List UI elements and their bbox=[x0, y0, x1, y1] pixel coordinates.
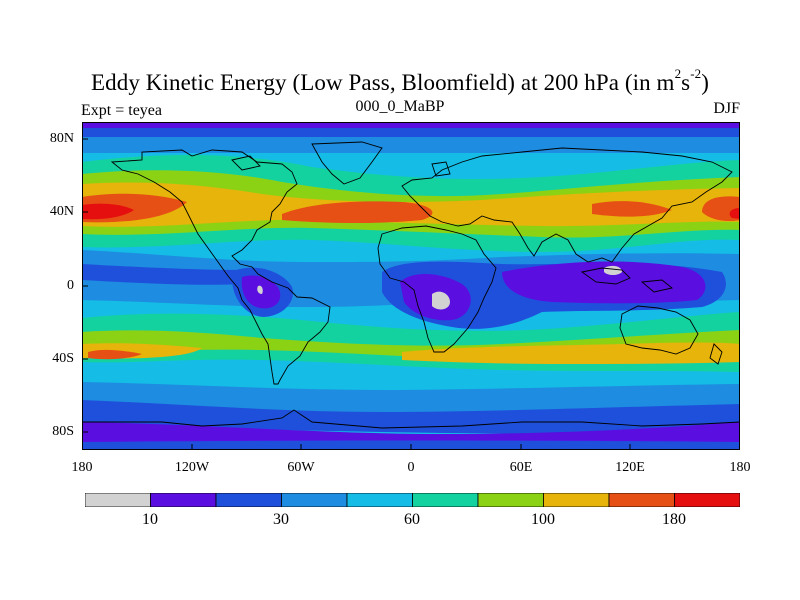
season-label: DJF bbox=[713, 100, 740, 117]
field-npole-purple bbox=[82, 122, 740, 130]
field-sh-yellow-east bbox=[402, 342, 740, 364]
time-label: 000_0_MaBP bbox=[355, 98, 445, 115]
map-panel bbox=[82, 122, 740, 450]
field-sh-polar-blue bbox=[82, 400, 740, 434]
colorbar-label-10: 10 bbox=[142, 511, 158, 528]
ytick-0: 0 bbox=[67, 278, 74, 293]
colorbar-swatch-0 bbox=[85, 493, 151, 507]
coast-africa bbox=[377, 225, 497, 353]
title-text: Eddy Kinetic Energy (Low Pass, Bloomfiel… bbox=[90, 70, 675, 95]
coast-scandinavia bbox=[431, 161, 451, 177]
field-npac-jet-core-east bbox=[729, 208, 740, 219]
colorbar-swatch-8 bbox=[608, 493, 675, 507]
colorbar-swatch-4 bbox=[346, 493, 413, 507]
title-exp2: -2 bbox=[690, 66, 702, 81]
colorbar-label-30: 30 bbox=[273, 511, 289, 528]
coast-new-guinea bbox=[640, 279, 674, 293]
colorbar-svg bbox=[85, 493, 740, 507]
field-samerica-grey bbox=[257, 285, 263, 294]
coast-new-zealand bbox=[709, 343, 723, 365]
coast-indonesia bbox=[580, 267, 631, 285]
experiment-label: Expt = teyea bbox=[81, 102, 162, 119]
colorbar-label-100: 100 bbox=[531, 511, 555, 528]
xtick-180-right: 180 bbox=[729, 460, 751, 475]
ytick-80n: 80N bbox=[49, 131, 74, 146]
ytick-80s: 80S bbox=[52, 424, 74, 439]
title-close: ) bbox=[701, 70, 710, 95]
field-asia-jet bbox=[592, 201, 672, 217]
xtick-60w: 60W bbox=[287, 460, 315, 475]
ytick-40s: 40S bbox=[52, 351, 74, 366]
coast-americas bbox=[110, 149, 331, 385]
coast-greenland bbox=[311, 141, 383, 185]
colorbar-swatch-1 bbox=[150, 493, 217, 507]
xtick-120w: 120W bbox=[174, 460, 210, 475]
coast-australia bbox=[619, 305, 699, 355]
colorbar-swatch-3 bbox=[281, 493, 348, 507]
title-exp1: 2 bbox=[674, 66, 682, 81]
ytick-40n: 40N bbox=[49, 204, 74, 219]
field-n-high-lat bbox=[82, 137, 740, 153]
coastlines bbox=[82, 141, 740, 429]
axis-ticks bbox=[82, 138, 631, 450]
coast-antarctica bbox=[82, 409, 740, 429]
colorbar-swatch-7 bbox=[543, 493, 610, 507]
field-npac-jet-core-west bbox=[82, 203, 134, 220]
xtick-60e: 60E bbox=[509, 460, 533, 475]
coast-arctic-islands bbox=[231, 155, 261, 171]
colorbar-swatch-5 bbox=[412, 493, 479, 507]
eke-map bbox=[82, 122, 740, 450]
colorbar bbox=[85, 493, 740, 507]
xtick-180-left: 180 bbox=[71, 460, 93, 475]
coast-eurasia bbox=[401, 147, 733, 263]
colorbar-swatch-6 bbox=[477, 493, 544, 507]
colorbar-swatch-9 bbox=[674, 493, 740, 507]
xtick-0: 0 bbox=[407, 460, 415, 475]
field-africa-grey bbox=[432, 291, 450, 310]
colorbar-label-180: 180 bbox=[662, 511, 686, 528]
colorbar-swatch-2 bbox=[215, 493, 282, 507]
field-sh-orange bbox=[88, 349, 142, 360]
field-maritime-grey bbox=[604, 265, 622, 275]
colorbar-label-60: 60 bbox=[404, 511, 420, 528]
field-tropics-eastpac bbox=[82, 264, 242, 285]
title-unit-s: s bbox=[681, 70, 691, 95]
field-natl-jet bbox=[282, 201, 433, 223]
xtick-120e: 120E bbox=[615, 460, 645, 475]
chart-title: Eddy Kinetic Energy (Low Pass, Bloomfiel… bbox=[0, 66, 800, 96]
